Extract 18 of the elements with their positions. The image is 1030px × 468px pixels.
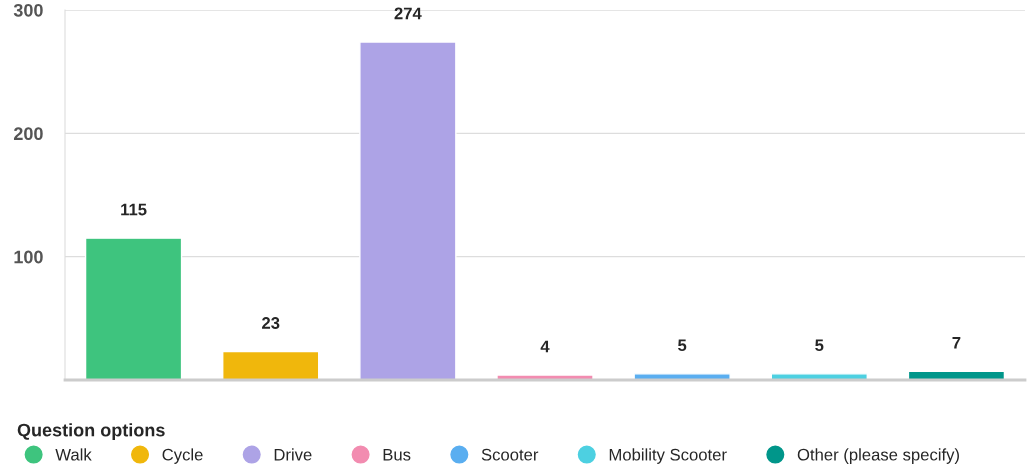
legend-label: Mobility Scooter [609,448,727,464]
legend-label: Walk [55,448,92,461]
legend-label: Cycle [162,448,203,464]
legend-label: Other (please specify) [797,448,959,464]
data-label: 4 [540,340,550,353]
data-label: 5 [678,339,687,352]
data-label: 7 [952,337,961,349]
y-tick-label: 200 [13,127,43,141]
legend-label: Bus [383,448,411,461]
data-label: 115 [121,203,147,216]
data-label: 274 [394,7,422,20]
y-tick-label: 300 [13,3,43,17]
legend-title: Question options [17,423,165,441]
legend-label: Scooter [481,448,539,461]
data-label: 23 [262,317,280,329]
legend-label: Drive [274,448,312,461]
data-label: 5 [815,339,824,352]
y-tick-label: 100 [14,250,43,264]
